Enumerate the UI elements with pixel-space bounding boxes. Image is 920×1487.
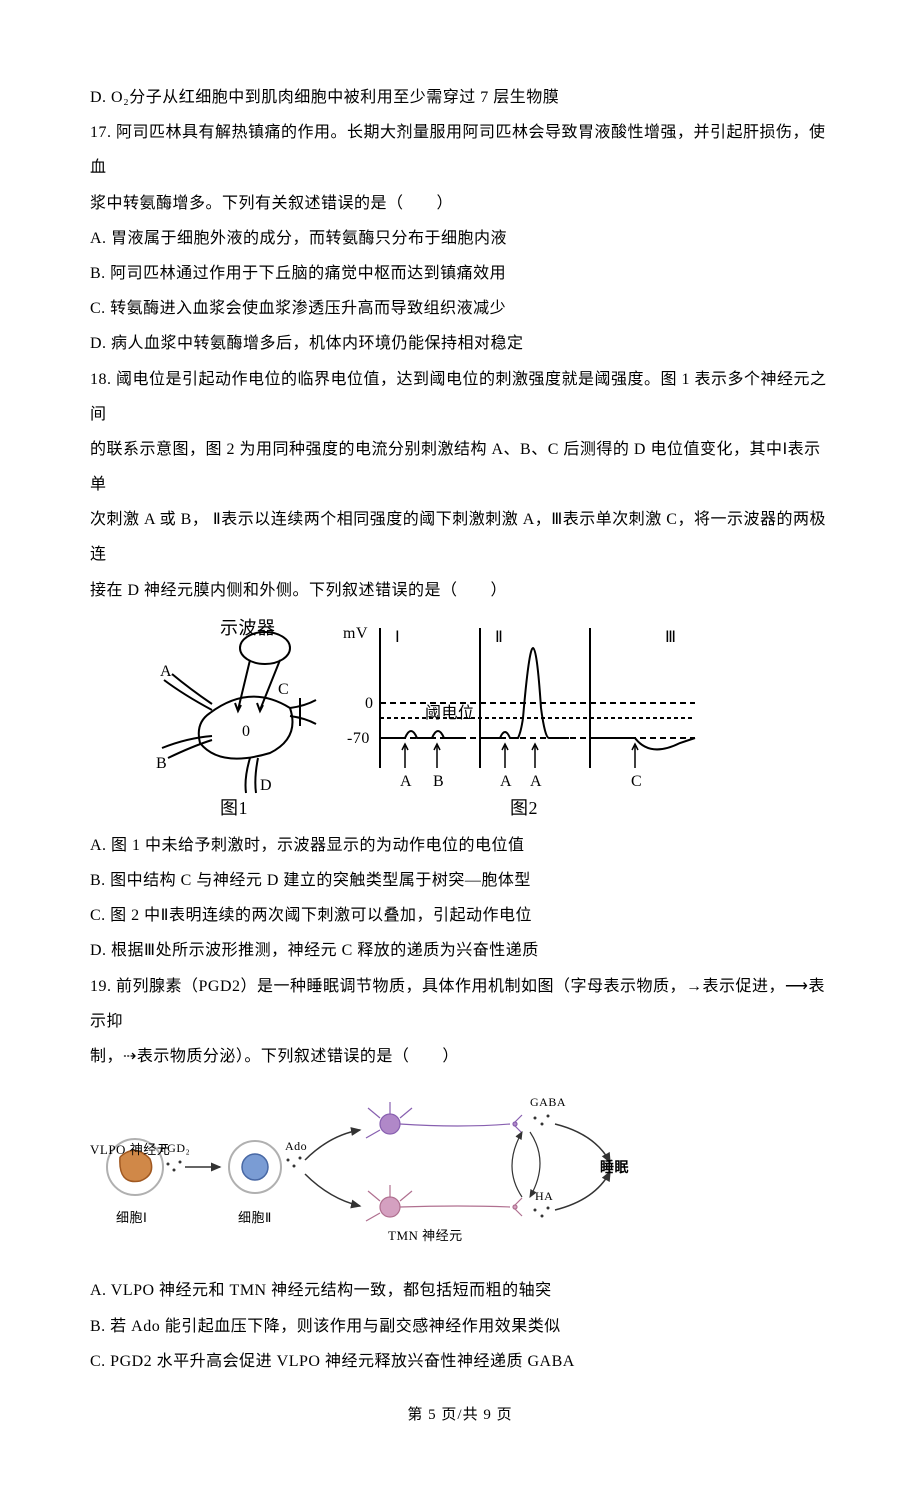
q19-stem-line2: 制，⇢表示物质分泌）。下列叙述错误的是（ ） xyxy=(90,1039,830,1074)
fig3-ado: Ado xyxy=(285,1139,307,1153)
q18-option-b: B. 图中结构 C 与神经元 D 建立的突触类型属于树突—胞体型 xyxy=(90,863,830,898)
q18-option-a: A. 图 1 中未给予刺激时，示波器显示的为动作电位的电位值 xyxy=(90,828,830,863)
q16-option-d: D. O₂分子从红细胞中到肌肉细胞中被利用至少需穿过 7 层生物膜 xyxy=(90,80,830,115)
fig2-label-0: 0 xyxy=(365,695,374,712)
q18-stem-line3: 次刺激 A 或 B， Ⅱ表示以连续两个相同强度的阈下刺激刺激 A，Ⅲ表示单次刺激… xyxy=(90,502,830,572)
q18-stem-line4: 接在 D 神经元膜内侧和外侧。下列叙述错误的是（ ） xyxy=(90,573,830,608)
fig1-label-d: D xyxy=(260,777,272,794)
q19-figure: 细胞Ⅰ PGD₂ 细胞Ⅱ Ado VLPO 神经元 xyxy=(90,1082,830,1265)
fig3-sleep: 睡眠 xyxy=(600,1160,629,1176)
q18-figure2: mV Ⅰ Ⅱ Ⅲ 0 -70 阈电位 A B A A C 图2 xyxy=(335,618,715,818)
q19-option-b: B. 若 Ado 能引起血压下降，则该作用与副交感神经作用效果类似 xyxy=(90,1309,830,1344)
q18-option-d: D. 根据Ⅲ处所示波形推测，神经元 C 释放的递质为兴奋性递质 xyxy=(90,933,830,968)
q17-stem-line2: 浆中转氨酶增多。下列有关叙述错误的是（ ） xyxy=(90,186,830,221)
q17-stem-line1: 17. 阿司匹林具有解热镇痛的作用。长期大剂量服用阿司匹林会导致胃液酸性增强，并… xyxy=(90,115,830,185)
fig1-label-0: 0 xyxy=(242,723,251,740)
fig2-arrow-a1: A xyxy=(400,773,412,790)
fig2-label-III: Ⅲ xyxy=(665,629,677,646)
fig2-arrow-c: C xyxy=(631,773,642,790)
fig1-osc-label: 示波器 xyxy=(220,618,276,638)
fig2-arrow-a2: A xyxy=(500,773,512,790)
fig2-label-I: Ⅰ xyxy=(395,629,400,646)
fig3-vlpo: VLPO 神经元 xyxy=(90,1142,170,1157)
q19-option-c: C. PGD2 水平升高会促进 VLPO 神经元释放兴奋性神经递质 GABA xyxy=(90,1344,830,1379)
fig3-cell2: 细胞Ⅱ xyxy=(238,1210,272,1225)
q19-option-a: A. VLPO 神经元和 TMN 神经元结构一致，都包括短而粗的轴突 xyxy=(90,1273,830,1308)
fig1-label-b: B xyxy=(156,755,167,772)
q18-figures: 示波器 A B C D 0 图1 xyxy=(90,618,830,818)
q17-option-b: B. 阿司匹林通过作用于下丘脑的痛觉中枢而达到镇痛效用 xyxy=(90,256,830,291)
q19-stem-line1: 19. 前列腺素（PGD2）是一种睡眠调节物质，具体作用机制如图（字母表示物质，… xyxy=(90,969,830,1039)
fig2-arrow-a3: A xyxy=(530,773,542,790)
fig3-gaba: GABA xyxy=(530,1095,566,1109)
page-footer: 第 5 页/共 9 页 xyxy=(90,1399,830,1432)
fig3-ha: HA xyxy=(535,1189,553,1203)
fig2-label-mv: mV xyxy=(343,625,368,642)
q17-option-a: A. 胃液属于细胞外液的成分，而转氨酶只分布于细胞内液 xyxy=(90,221,830,256)
fig3-tmn: TMN 神经元 xyxy=(388,1228,463,1243)
q18-option-c: C. 图 2 中Ⅱ表明连续的两次阈下刺激可以叠加，引起动作电位 xyxy=(90,898,830,933)
fig3-cell1: 细胞Ⅰ xyxy=(116,1210,147,1225)
fig2-label-II: Ⅱ xyxy=(495,629,503,646)
q17-option-c: C. 转氨酶进入血浆会使血浆渗透压升高而导致组织液减少 xyxy=(90,291,830,326)
q17-option-d: D. 病人血浆中转氨酶增多后，机体内环境仍能保持相对稳定 xyxy=(90,326,830,361)
fig1-caption: 图1 xyxy=(220,798,248,818)
fig1-label-c: C xyxy=(278,681,289,698)
fig1-label-a: A xyxy=(160,663,172,680)
fig2-caption: 图2 xyxy=(510,798,538,818)
q18-figure1: 示波器 A B C D 0 图1 xyxy=(150,618,330,818)
fig2-label-70: -70 xyxy=(347,730,370,747)
q18-stem-line2: 的联系示意图，图 2 为用同种强度的电流分别刺激结构 A、B、C 后测得的 D … xyxy=(90,432,830,502)
fig2-threshold: 阈电位 xyxy=(425,704,475,722)
fig2-arrow-b: B xyxy=(433,773,444,790)
q18-stem-line1: 18. 阈电位是引起动作电位的临界电位值，达到阈电位的刺激强度就是阈强度。图 1… xyxy=(90,362,830,432)
